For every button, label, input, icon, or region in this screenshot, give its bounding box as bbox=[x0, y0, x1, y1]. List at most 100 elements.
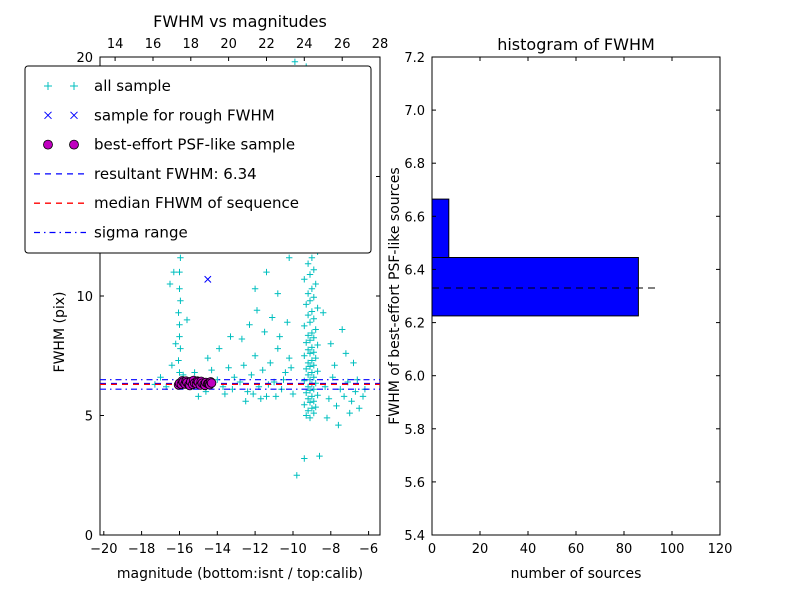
plus-marker bbox=[333, 402, 340, 410]
plus-marker bbox=[216, 345, 223, 352]
legend-circle-marker bbox=[69, 139, 79, 150]
plus-marker bbox=[350, 359, 357, 367]
plus-marker bbox=[304, 395, 312, 402]
tick-label: 40 bbox=[520, 542, 537, 557]
plus-marker bbox=[303, 301, 310, 308]
plus-marker bbox=[293, 472, 300, 479]
tick-label: −10 bbox=[279, 542, 306, 557]
tick-label: −14 bbox=[204, 542, 231, 557]
plus-marker bbox=[325, 395, 333, 402]
plus-marker bbox=[310, 266, 317, 273]
plus-marker bbox=[304, 260, 312, 267]
plus-marker bbox=[335, 421, 342, 429]
plus-marker bbox=[306, 337, 314, 344]
plus-marker bbox=[310, 334, 317, 341]
plus-marker bbox=[359, 393, 367, 400]
tick-label: 5.4 bbox=[404, 529, 425, 544]
plus-marker bbox=[354, 376, 361, 383]
plus-marker bbox=[272, 393, 280, 400]
plus-marker bbox=[303, 365, 310, 373]
plus-marker bbox=[308, 369, 316, 376]
left-plot: −20 −18 −16 −14 −12 −10 −8 −6 14 16 18 20 22 24 26 28 0 5… bbox=[76, 37, 388, 557]
plus-marker bbox=[269, 314, 276, 321]
tick-label: −8 bbox=[321, 542, 340, 557]
legend-x-marker bbox=[44, 111, 52, 120]
plus-marker bbox=[356, 405, 363, 412]
tick-label: 20 bbox=[76, 51, 93, 66]
plus-marker bbox=[312, 280, 319, 288]
tick-label: 6.4 bbox=[404, 263, 425, 278]
plus-marker bbox=[289, 390, 297, 398]
plus-marker bbox=[238, 335, 246, 343]
plus-marker bbox=[257, 395, 264, 402]
plus-marker bbox=[304, 346, 312, 353]
plus-marker bbox=[310, 398, 317, 405]
plus-marker bbox=[310, 409, 317, 417]
scatter-layer bbox=[100, 58, 380, 479]
plus-marker bbox=[312, 326, 319, 333]
plus-marker bbox=[177, 254, 184, 261]
plus-marker bbox=[301, 455, 308, 462]
plus-marker bbox=[314, 304, 321, 312]
plus-marker bbox=[304, 311, 312, 319]
tick-label: 0 bbox=[428, 542, 436, 557]
tick-label: 5.6 bbox=[404, 476, 425, 491]
plus-marker bbox=[304, 332, 312, 339]
tick-label: 14 bbox=[107, 37, 124, 52]
tick-label: −20 bbox=[90, 542, 117, 557]
legend-label: median FHWM of sequence bbox=[94, 194, 299, 212]
plus-marker bbox=[306, 271, 314, 278]
tick-label: 5 bbox=[85, 410, 93, 425]
plus-marker bbox=[314, 392, 321, 399]
tick-label: 7.0 bbox=[404, 104, 425, 119]
legend-label: sample for rough FWHM bbox=[94, 106, 275, 124]
plus-marker bbox=[242, 398, 249, 405]
plus-marker bbox=[314, 368, 321, 375]
plus-marker bbox=[306, 387, 314, 394]
right-plot-title: histogram of FWHM bbox=[497, 35, 655, 54]
histogram-bar bbox=[431, 257, 639, 317]
plus-marker bbox=[175, 309, 182, 316]
plus-marker bbox=[286, 354, 293, 362]
plus-marker bbox=[175, 357, 182, 364]
tick-label: 28 bbox=[372, 37, 389, 52]
tick-label: −18 bbox=[128, 542, 155, 557]
plus-marker bbox=[308, 405, 316, 412]
plus-marker bbox=[177, 345, 184, 352]
tick-label: 7.2 bbox=[404, 51, 425, 66]
plus-marker bbox=[327, 340, 334, 347]
plus-marker bbox=[304, 407, 312, 414]
plus-marker bbox=[251, 352, 259, 359]
plus-marker bbox=[282, 369, 289, 376]
plus-marker bbox=[176, 268, 183, 276]
plus-marker bbox=[204, 354, 211, 362]
tick-label: 6.2 bbox=[404, 317, 425, 332]
tick-label: 0 bbox=[85, 529, 93, 544]
legend-label: best-effort PSF-like sample bbox=[94, 136, 295, 154]
plus-marker bbox=[308, 254, 316, 261]
plus-marker bbox=[225, 364, 232, 371]
plus-marker bbox=[314, 341, 321, 349]
plus-marker bbox=[246, 321, 253, 328]
plus-marker bbox=[303, 389, 310, 396]
legend-circle-marker bbox=[43, 139, 53, 150]
legend-box bbox=[24, 65, 372, 254]
plus-marker bbox=[308, 285, 316, 292]
legend-label: resultant FWHM: 6.34 bbox=[94, 165, 257, 183]
plus-marker bbox=[340, 393, 348, 400]
plus-marker bbox=[177, 297, 184, 304]
legend-plus-marker bbox=[44, 82, 52, 90]
right-plot-xlabel: number of sources bbox=[511, 566, 642, 582]
plus-marker bbox=[291, 58, 299, 65]
left-plot-ylabel: FWHM (pix) bbox=[52, 292, 68, 373]
tick-label: 20 bbox=[472, 542, 489, 557]
plus-marker bbox=[310, 315, 317, 322]
plus-marker bbox=[308, 308, 316, 315]
tick-label: 5.8 bbox=[404, 423, 425, 438]
plus-marker bbox=[310, 362, 317, 369]
plus-marker bbox=[306, 319, 314, 326]
plus-marker bbox=[263, 393, 270, 400]
plus-marker bbox=[183, 316, 191, 324]
left-plot-title: FWHM vs magnitudes bbox=[153, 12, 327, 31]
